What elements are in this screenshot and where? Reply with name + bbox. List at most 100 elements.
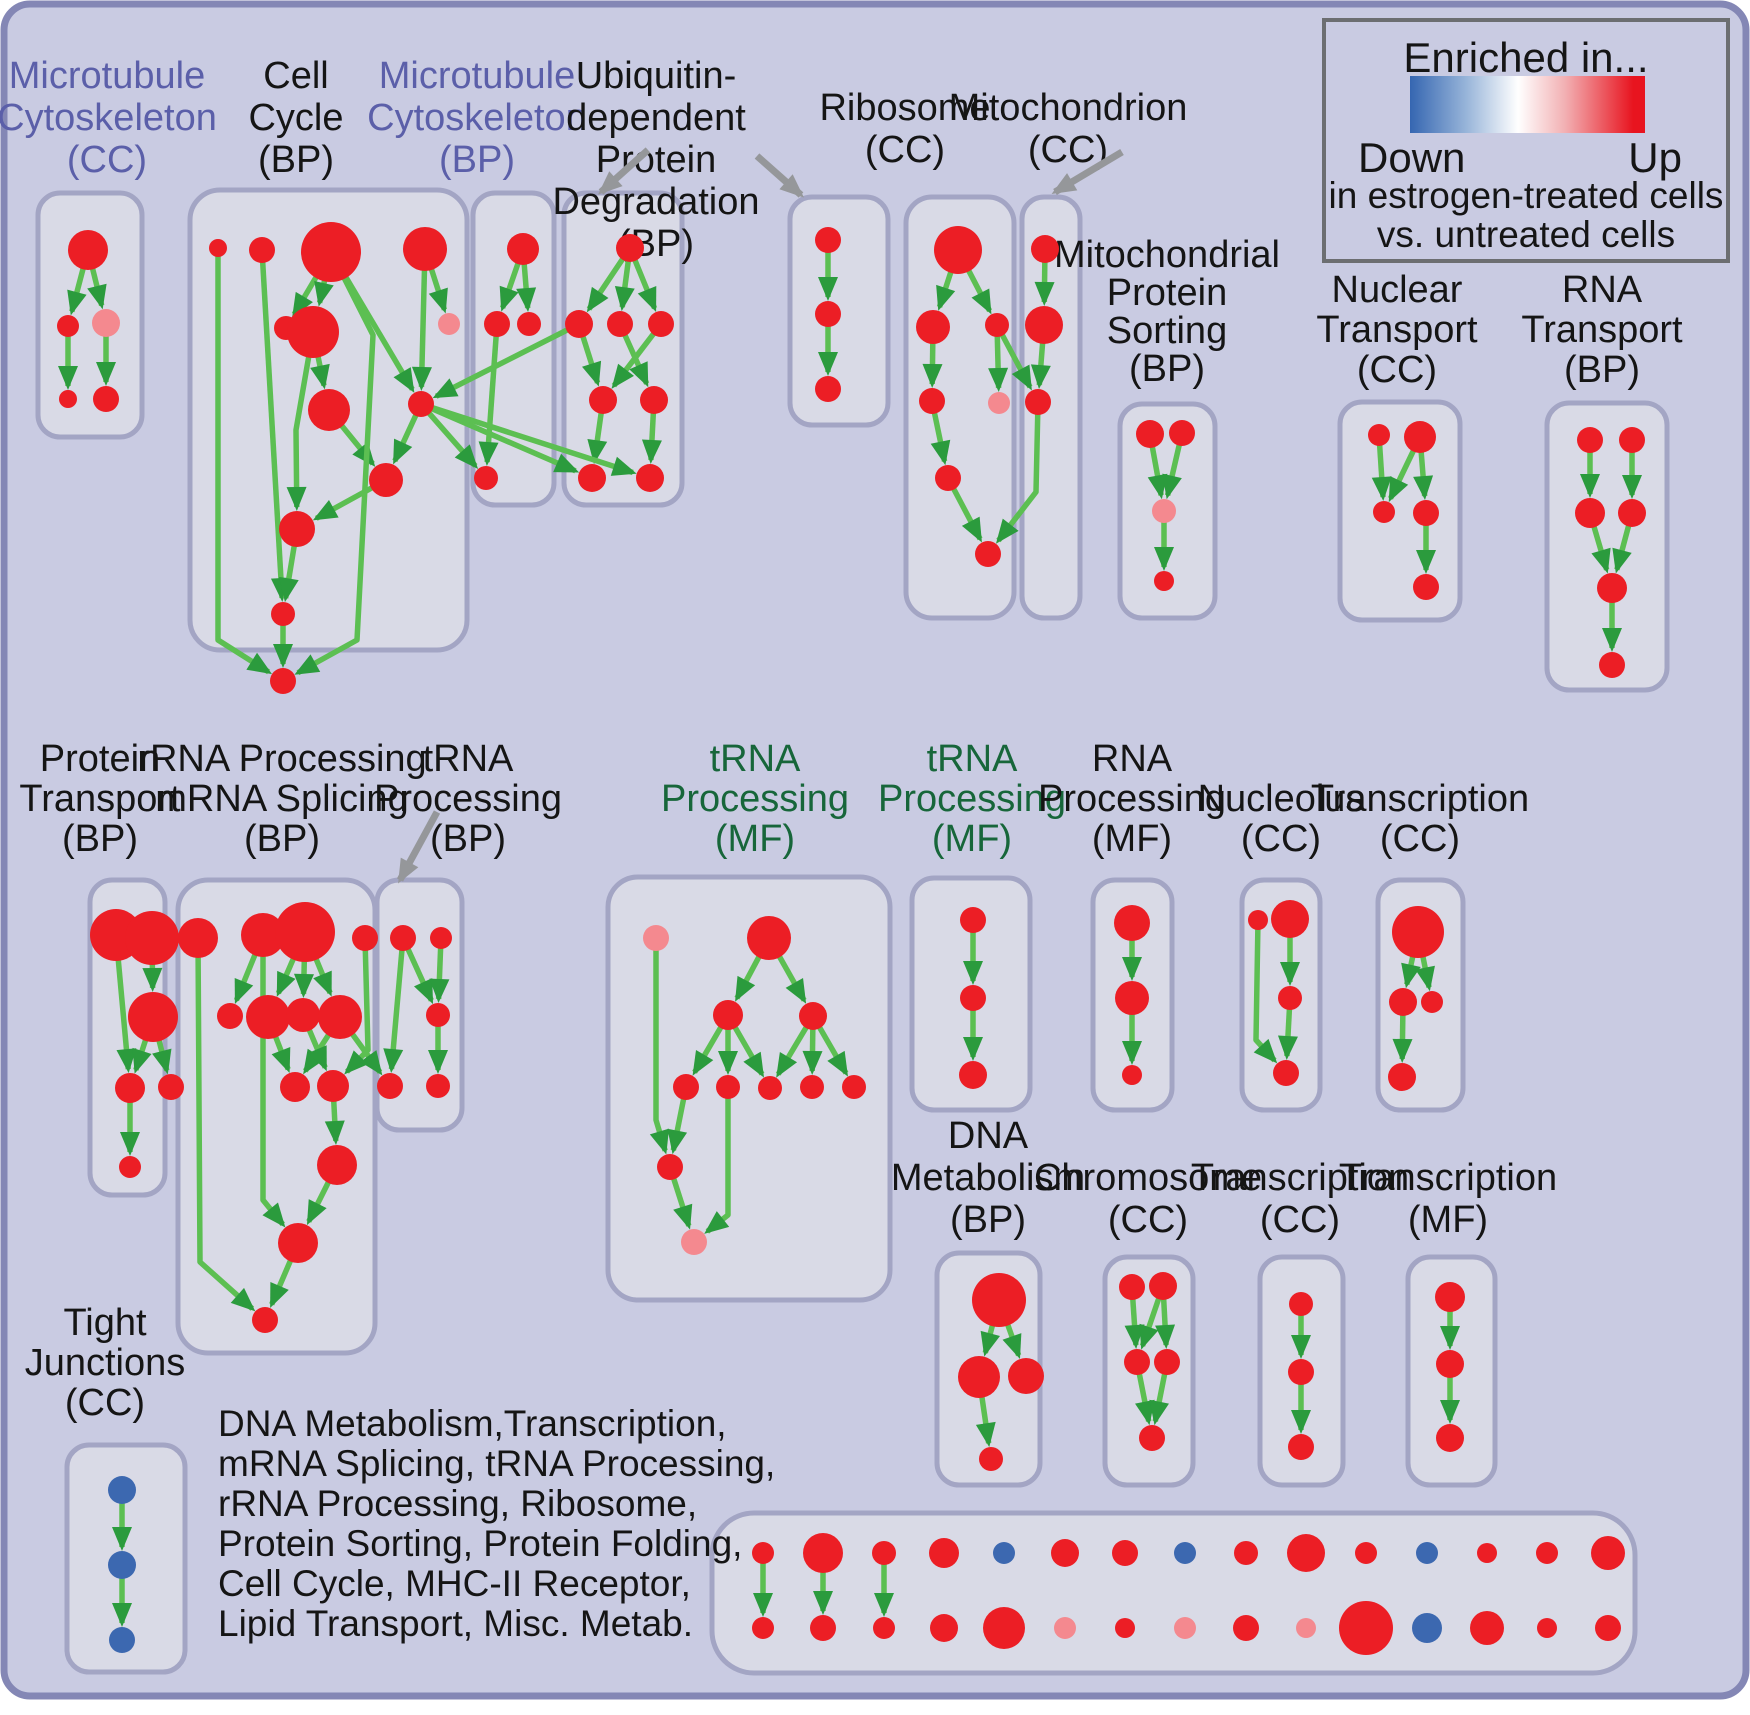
go-term-node-ubiq1-u1 [616,234,644,262]
go-term-node-mito-m3 [1025,389,1051,415]
go-term-node-miscbox-i10 [1287,1534,1325,1572]
go-term-node-rrna-m1 [217,1003,243,1029]
cluster-label-mtcc: (CC) [67,139,147,181]
go-term-node-rrna-t2 [241,913,285,957]
go-term-node-miscbox-i3 [872,1541,896,1565]
go-term-node-rrna-l1 [280,1072,310,1102]
go-term-node-cc-c1 [209,239,227,257]
go-term-node-ribo-r6 [935,465,961,491]
go-term-node-trnabp-l1 [377,1073,403,1099]
go-term-node-rnat-t2 [1619,427,1645,453]
go-term-node-trnamf1-t [747,916,791,960]
go-term-node-miscbox-i1 [752,1542,774,1564]
cluster-label-dnamet: Metabolism [891,1157,1085,1199]
go-term-node-transcc1-x1 [1392,906,1444,958]
go-term-node-rrna-m2 [246,995,290,1039]
go-term-node-prot-p3 [128,992,178,1042]
go-term-node-chromo-k1 [1119,1274,1145,1300]
go-term-node-ribo-r1 [934,226,982,274]
go-term-node-mito-m1 [1031,235,1059,263]
go-term-node-transcc2-y2 [1288,1359,1314,1385]
go-term-node-dnamet-d1 [972,1273,1026,1327]
go-term-node-prot-p6 [119,1156,141,1178]
cluster-label-nucleolus: (CC) [1241,818,1321,860]
cluster-label-trnamf1: Processing [661,778,849,820]
cluster-label-nucleolus: Nucleolus [1198,778,1365,820]
go-term-node-miscbox-i2 [803,1533,843,1573]
edge-arrow [286,331,316,512]
cluster-box-rnat [1544,400,1670,693]
text-line: mRNA Splicing, tRNA Processing, [218,1443,776,1484]
go-term-node-rnat-t3 [1575,498,1605,528]
edge-arrow [418,402,479,469]
edge-arrow [995,401,1041,544]
go-term-node-prot-p5 [158,1074,184,1100]
go-term-node-ubiq1-u4 [648,311,674,337]
go-term-node-dnamet-d4 [979,1447,1003,1471]
go-term-node-cc-c11 [279,511,315,547]
text-line: Protein Sorting, Protein Folding, [218,1523,743,1564]
go-term-node-cc-c4 [403,227,447,271]
go-term-node-miscbox-i9 [1234,1541,1258,1565]
go-term-node-miscbox-o11 [1339,1601,1393,1655]
edge-arrow [344,937,371,1075]
go-term-node-miscbox-o15 [1595,1615,1621,1641]
edge-arrow [215,248,273,675]
cluster-box-nuct [1337,399,1463,623]
go-term-node-ribo-r2 [916,310,950,344]
go-term-node-miscbox-i11 [1355,1542,1377,1564]
go-term-node-ubiq1-u6 [640,386,668,414]
go-term-node-trnamf1-d [657,1154,683,1180]
cluster-label-mito: (CC) [1028,129,1108,171]
go-term-node-transmf-z2 [1436,1350,1464,1378]
go-term-node-rrna-t3 [275,902,335,962]
go-term-node-miscbox-o2 [810,1615,836,1641]
cluster-label-tightj: (CC) [65,1382,145,1424]
go-term-node-rrna-b3 [252,1307,278,1333]
cluster-label-dnamet: DNA [948,1115,1029,1157]
go-term-node-miscbox-o10 [1296,1618,1316,1638]
edge-arrow [195,937,256,1312]
cluster-label-transcc2: Transcription [1191,1157,1409,1199]
cluster-label-nuct: (CC) [1357,349,1437,391]
go-term-node-nucleolus-n1 [1248,910,1268,930]
legend-subtitle-line1: in estrogen-treated cells [1328,175,1724,216]
go-term-node-miscbox-o4 [930,1614,958,1642]
cluster-label-prot: (BP) [62,818,138,860]
go-term-node-transcc1-x2 [1389,988,1417,1016]
cluster-label-chromo: (CC) [1108,1199,1188,1241]
go-term-node-rnat-t5 [1597,573,1627,603]
go-term-node-miscbox-i14 [1536,1542,1558,1564]
go-term-node-ubiq2-q2 [815,301,841,327]
go-term-node-cc-c9 [408,391,434,417]
cluster-label-ubiq1: Protein [596,139,716,181]
go-term-node-trnamf1-p [643,925,669,951]
cluster-label-rnamf: RNA [1092,738,1173,780]
go-term-node-nucleolus-n4 [1273,1060,1299,1086]
cluster-label-prot: Transport [19,778,181,820]
go-term-node-miscbox-o7 [1115,1618,1135,1638]
go-term-node-rnamf-w1 [1114,905,1150,941]
go-term-node-mtbp-b1 [507,233,539,265]
go-term-node-trnabp-a2 [430,927,452,949]
cluster-label-transcc1: (CC) [1380,818,1460,860]
go-term-node-cc-c12 [271,602,295,626]
go-term-node-trnamf2-v3 [959,1061,987,1089]
go-term-node-ubiq2-q3 [815,376,841,402]
label-pointer-arrow [396,810,441,884]
cluster-label-rrna: mRNA Splicing [155,778,408,820]
go-term-node-miscbox-o13 [1470,1611,1504,1645]
go-term-node-ubiq1-u5 [589,386,617,414]
edge-arrow [432,321,581,399]
go-term-node-miscbox-o14 [1537,1618,1557,1638]
cluster-label-tightj: Tight [63,1302,147,1344]
cluster-label-mtcc: Cytoskeleton [0,97,217,139]
label-pointer-arrow [754,153,804,198]
go-term-node-ubiq1-u8 [636,464,664,492]
cluster-label-chromo: Chromosome [1034,1157,1262,1199]
cluster-label-transcc2: (CC) [1260,1199,1340,1241]
go-term-node-miscbox-o9 [1233,1615,1259,1641]
go-term-node-ribo-r4 [919,388,945,414]
go-term-node-cc-c2 [249,237,275,263]
